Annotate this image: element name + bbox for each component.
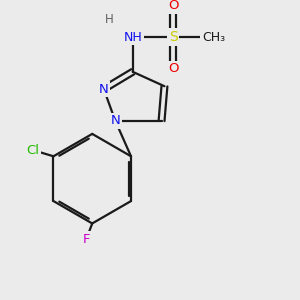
Text: H: H: [105, 13, 114, 26]
Text: O: O: [168, 62, 178, 75]
Text: NH: NH: [123, 31, 142, 44]
Text: F: F: [83, 233, 90, 246]
Text: S: S: [169, 30, 178, 44]
Text: N: N: [99, 82, 109, 96]
Text: O: O: [168, 0, 178, 12]
Text: N: N: [110, 114, 120, 128]
Text: Cl: Cl: [27, 144, 40, 157]
Text: CH₃: CH₃: [202, 31, 225, 44]
